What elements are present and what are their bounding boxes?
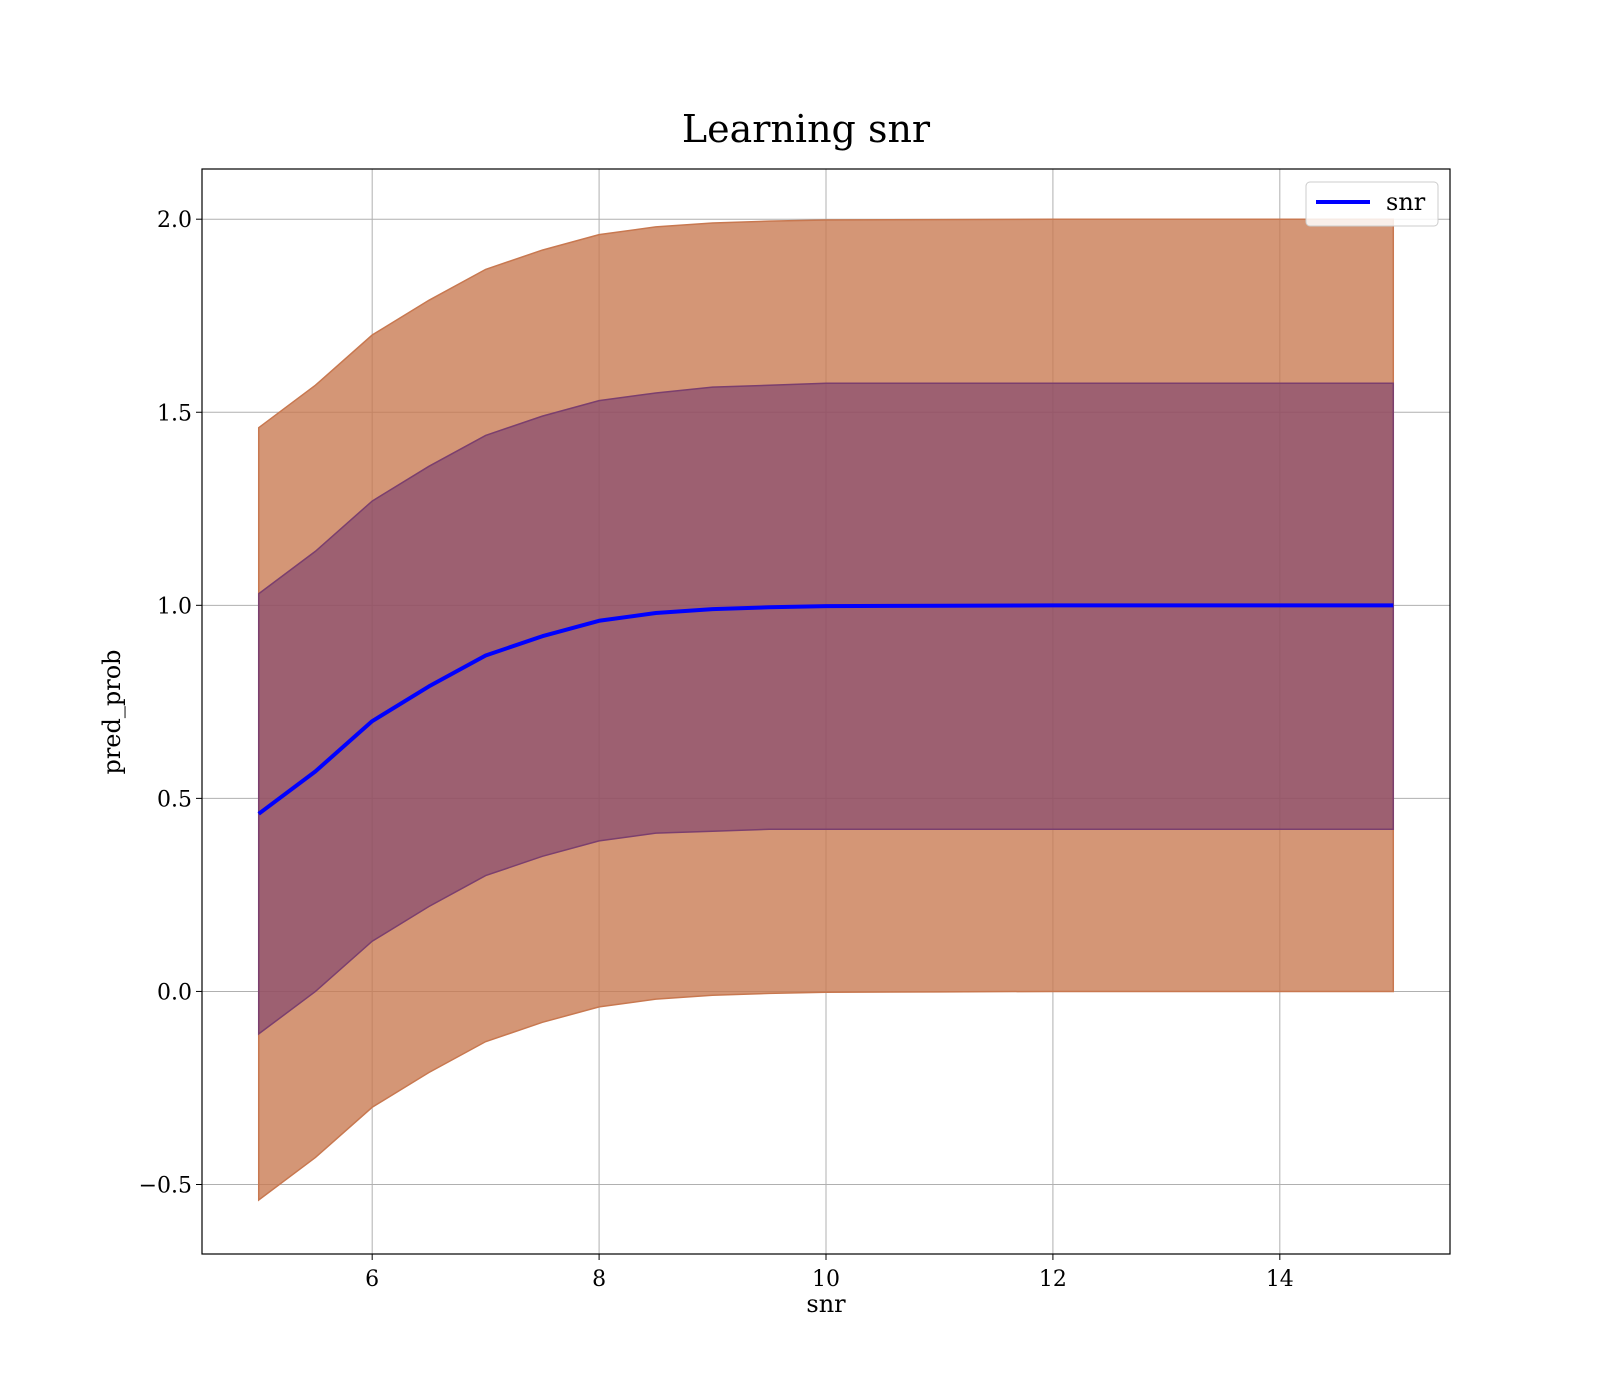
x-axis: 6 8 10 12 14 xyxy=(365,1254,1294,1292)
x-tick-label-0: 6 xyxy=(365,1267,379,1292)
confidence-bands xyxy=(257,218,1395,1202)
y-tick-label-2: 0.5 xyxy=(157,787,192,812)
x-tick-label-2: 10 xyxy=(812,1267,840,1292)
legend: snr xyxy=(1305,181,1439,227)
band-1 xyxy=(257,382,1395,1036)
x-tick-label-1: 8 xyxy=(592,1267,606,1292)
series-line-0 xyxy=(257,603,1394,816)
y-tick-label-0: −0.5 xyxy=(139,1173,192,1198)
x-axis-title: snr xyxy=(806,1290,846,1318)
y-tick-label-3: 1.0 xyxy=(157,594,192,619)
chart-title: Learning snr xyxy=(682,107,931,151)
y-axis-title: pred_prob xyxy=(98,649,126,774)
y-tick-label-1: 0.0 xyxy=(157,980,192,1005)
legend-box xyxy=(1305,181,1439,227)
x-tick-label-4: 14 xyxy=(1266,1267,1294,1292)
y-tick-label-4: 1.5 xyxy=(157,401,192,426)
series-lines xyxy=(257,603,1394,816)
x-tick-label-3: 12 xyxy=(1039,1267,1067,1292)
y-tick-label-5: 2.0 xyxy=(157,208,192,233)
legend-label-snr: snr xyxy=(1386,188,1426,216)
y-axis: −0.5 0.0 0.5 1.0 1.5 2.0 xyxy=(139,208,202,1198)
